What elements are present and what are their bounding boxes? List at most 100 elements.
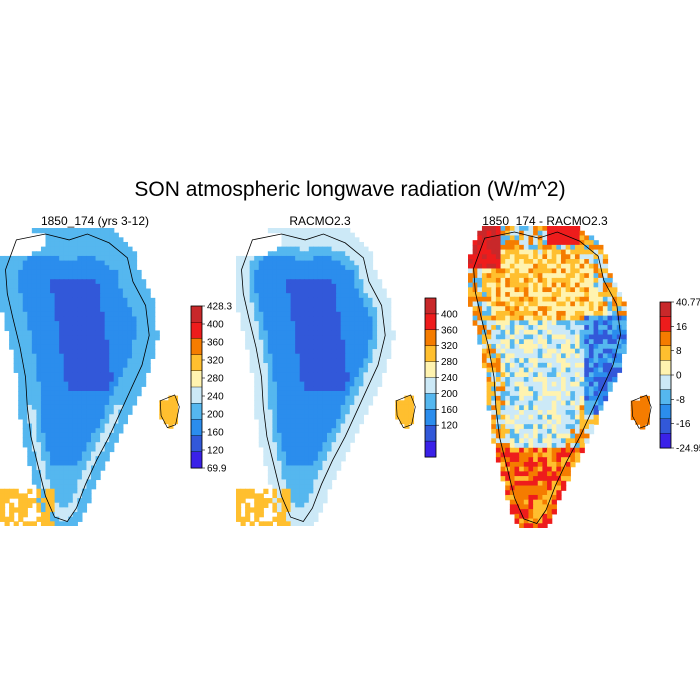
map-cell [542, 367, 548, 373]
map-cell [565, 457, 571, 463]
map-cell [136, 377, 142, 383]
map-cell [109, 335, 115, 341]
map-cell [0, 297, 6, 304]
map-cell [109, 446, 115, 453]
map-cell [68, 367, 74, 373]
map-cell [299, 251, 305, 257]
map-cell [13, 493, 19, 499]
map-cell [313, 423, 319, 429]
map-cell [505, 353, 511, 359]
map-cell [258, 344, 264, 350]
map-cell [317, 269, 324, 276]
map-cell [290, 474, 296, 481]
map-cell [72, 316, 78, 322]
map-cell [263, 260, 269, 266]
map-cell [86, 228, 92, 234]
map-cell [286, 404, 292, 411]
map-cell [584, 325, 590, 331]
map-cell [481, 334, 488, 340]
map-cell [40, 377, 47, 383]
map-cell [505, 254, 511, 260]
map-cell [295, 446, 301, 453]
map-cell [495, 362, 502, 369]
map-cell [584, 381, 590, 388]
map-cell [509, 282, 516, 288]
map-cell [77, 372, 83, 378]
map-cell [621, 320, 627, 326]
map-cell [77, 465, 83, 471]
map-cell [263, 381, 269, 387]
map-cell [299, 386, 305, 392]
map-cell [286, 498, 292, 504]
map-cell [377, 377, 383, 383]
map-cell [86, 302, 92, 308]
map-cell [77, 395, 83, 401]
map-cell [245, 255, 251, 262]
map-cell [481, 353, 488, 359]
map-cell [290, 381, 296, 387]
map-cell [322, 302, 328, 308]
map-cell [565, 372, 571, 378]
map-cell [113, 390, 119, 397]
map-cell [27, 344, 33, 350]
map-cell [54, 311, 60, 318]
map-cell [276, 390, 283, 397]
map-cell [533, 343, 539, 350]
map-cell [77, 479, 83, 485]
map-cell [91, 377, 97, 383]
map-cell [263, 446, 269, 453]
map-cell [565, 329, 571, 336]
map-cell [109, 386, 115, 392]
colorbar-swatch [424, 345, 437, 363]
map-cell [345, 251, 351, 257]
map-cell [50, 265, 56, 271]
map-cell [304, 372, 310, 378]
map-cell [327, 260, 333, 266]
map-cell [561, 452, 567, 458]
map-cell [500, 254, 506, 260]
map-cell [500, 292, 506, 298]
map-cell [556, 277, 562, 284]
map-cell [565, 362, 571, 369]
map-cell [381, 330, 387, 336]
map-cell [313, 395, 319, 401]
map-cell [276, 446, 283, 453]
map-cell [598, 400, 604, 406]
map-cell [509, 457, 516, 463]
map-cell [295, 474, 301, 481]
map-cell [584, 249, 590, 255]
map-cell [31, 316, 37, 322]
map-cell [81, 395, 88, 401]
map-cell [472, 306, 478, 312]
map-cell [36, 339, 42, 346]
map-cell [308, 404, 314, 411]
map-cell [299, 288, 305, 294]
map-cell [491, 254, 497, 260]
map-cell [68, 474, 74, 481]
map-cell [570, 292, 576, 298]
map-cell [267, 428, 273, 434]
map-cell [281, 251, 287, 257]
map-cell [542, 466, 548, 472]
map-cell [481, 358, 488, 364]
map-cell [477, 244, 483, 251]
map-cell [367, 307, 374, 313]
map-cell [505, 334, 511, 340]
map-cell [36, 409, 42, 415]
map-cell [565, 249, 571, 255]
map-cell [477, 282, 483, 288]
map-cell [537, 301, 543, 307]
map-cell [45, 269, 51, 276]
map-cell [514, 329, 520, 336]
map-cell [372, 358, 378, 364]
map-cell [565, 296, 571, 303]
map-cell [579, 249, 585, 255]
map-cell [86, 446, 92, 453]
map-cell [588, 282, 595, 288]
map-cell [570, 310, 576, 317]
map-cell [313, 512, 319, 518]
map-cell [40, 512, 47, 518]
map-cell [91, 335, 97, 341]
map-cell [551, 424, 557, 430]
map-cell [163, 409, 169, 415]
